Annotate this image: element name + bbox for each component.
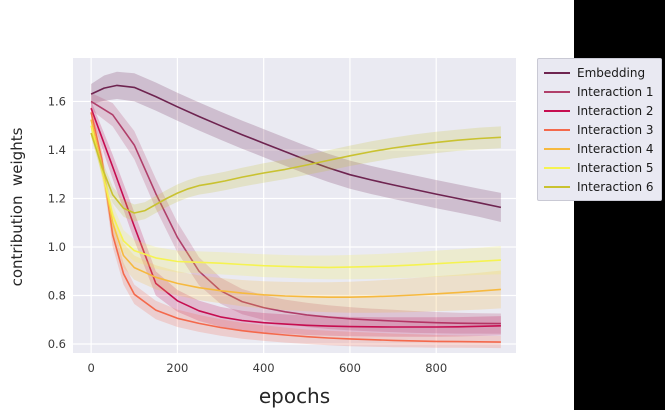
legend-item-interaction-1: Interaction 1 <box>544 82 655 101</box>
legend-label: Interaction 5 <box>577 160 654 175</box>
legend-line-swatch <box>544 166 570 169</box>
legend-line-swatch <box>544 147 570 150</box>
series-band-interaction-5 <box>91 120 501 280</box>
y-tick-label: 0.8 <box>48 289 66 303</box>
legend-label: Interaction 4 <box>577 141 654 156</box>
series-band-interaction-1 <box>91 92 501 334</box>
y-tick-label: 1.4 <box>48 143 66 157</box>
legend-item-interaction-2: Interaction 2 <box>544 101 655 120</box>
legend-line-swatch <box>544 90 570 93</box>
legend-label: Interaction 3 <box>577 122 654 137</box>
y-tick-label: 1.2 <box>48 191 66 205</box>
legend-label: Interaction 1 <box>577 84 654 99</box>
series-line-interaction-1 <box>90 100 501 325</box>
x-tick-label: 400 <box>253 361 275 375</box>
x-tick-label: 200 <box>166 361 188 375</box>
series-band-interaction-6 <box>91 126 501 222</box>
legend-item-interaction-4: Interaction 4 <box>544 139 655 158</box>
series-line-interaction-5 <box>90 125 501 269</box>
series-line-interaction-4 <box>90 119 501 298</box>
chart-legend: Embedding Interaction 1 Interaction 2 In… <box>537 58 662 201</box>
legend-item-embedding: Embedding <box>544 63 655 82</box>
legend-label: Interaction 2 <box>577 103 654 118</box>
legend-label: Embedding <box>577 65 646 80</box>
x-tick-label: 800 <box>425 361 447 375</box>
legend-item-interaction-6: Interaction 6 <box>544 177 655 196</box>
legend-label: Interaction 6 <box>577 179 654 194</box>
series-line-interaction-3 <box>90 112 501 343</box>
series-line-interaction-6 <box>90 132 501 214</box>
series-line-embedding <box>90 84 502 209</box>
y-axis-label: contribution weights <box>8 127 26 287</box>
y-tick-label: 1.6 <box>48 94 66 108</box>
legend-item-interaction-3: Interaction 3 <box>544 120 655 139</box>
legend-line-swatch <box>544 185 570 188</box>
series-line-interaction-2 <box>90 107 501 328</box>
x-axis-label: epochs <box>258 384 331 408</box>
series-band-embedding <box>91 71 501 222</box>
legend-item-interaction-5: Interaction 5 <box>544 158 655 177</box>
x-tick-label: 600 <box>339 361 361 375</box>
legend-line-swatch <box>544 109 570 112</box>
y-tick-label: 1.0 <box>48 240 66 254</box>
legend-line-swatch <box>544 71 570 74</box>
legend-line-swatch <box>544 128 570 131</box>
y-tick-label: 0.6 <box>48 337 66 351</box>
x-tick-label: 0 <box>87 361 94 375</box>
